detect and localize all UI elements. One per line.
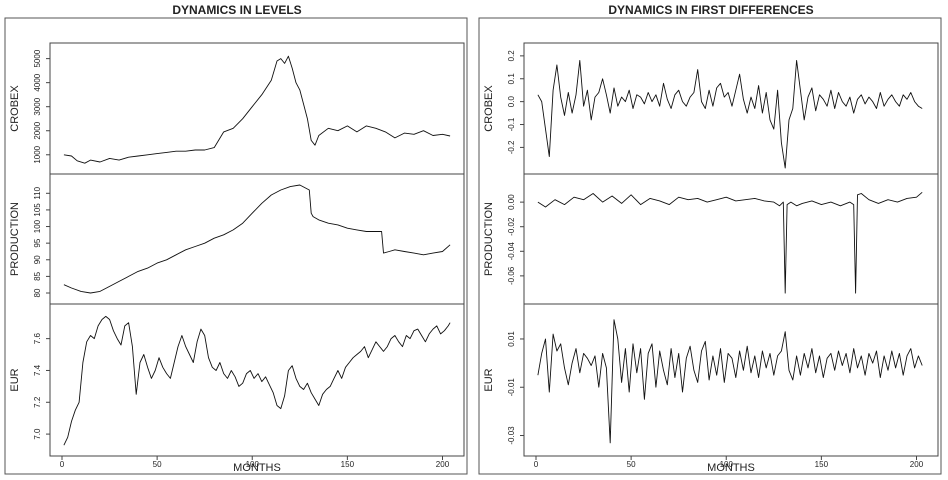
y-tick-label: 95 <box>33 238 42 247</box>
y-tick-label: -0.02 <box>507 217 516 236</box>
panel-crobex: CROBEX 1000 2000 3000 4000 5000 <box>9 42 465 175</box>
series-line-eur <box>537 319 923 444</box>
y-axis-label: EUR <box>483 368 495 391</box>
levels-chart: DYNAMICS IN LEVELSCROBEX1000200030004000… <box>4 3 468 475</box>
panel-frame <box>523 173 939 305</box>
y-tick-label: -0.04 <box>507 242 516 261</box>
x-tick-label: 150 <box>341 460 355 469</box>
panel-frame <box>49 173 465 305</box>
y-tick-label: 0.2 <box>507 50 516 62</box>
x-tick-label: 0 <box>534 460 539 469</box>
x-tick-label: 100 <box>246 460 260 469</box>
series-line-eur <box>63 315 451 446</box>
y-tick-label: 4000 <box>33 73 42 91</box>
y-axis-label: CROBEX <box>9 85 21 132</box>
y-tick-label: 7.6 <box>33 333 42 345</box>
y-axis-label: CROBEX <box>483 85 495 132</box>
y-tick-label: 85 <box>33 271 42 280</box>
y-tick-label: 90 <box>33 255 42 264</box>
differences-chart: DYNAMICS IN FIRST DIFFERENCES CROBEX -0.2 -… <box>478 3 942 475</box>
y-tick-label: 7.2 <box>33 396 42 408</box>
series-line-production <box>537 191 923 294</box>
y-tick-label: 1000 <box>33 145 42 163</box>
chart-title: DYNAMICS IN FIRST DIFFERENCES <box>608 3 813 17</box>
y-tick-label: 0.1 <box>507 73 516 85</box>
y-tick-label: -0.2 <box>507 140 516 154</box>
x-tick-label: 150 <box>815 460 829 469</box>
x-axis-label: MONTHS <box>233 462 281 474</box>
y-tick-label: 7.0 <box>33 428 42 440</box>
figure-frame <box>4 17 468 475</box>
y-tick-label: -0.03 <box>507 426 516 445</box>
series-line-crobex <box>537 59 923 169</box>
y-tick-label: -0.06 <box>507 266 516 285</box>
y-tick-label: 7.4 <box>33 364 42 376</box>
x-tick-label: 200 <box>436 460 450 469</box>
panel-production: PRODUCTION -0.06 -0.04 -0.02 0.00 <box>483 173 939 305</box>
y-tick-label: 0.01 <box>507 331 516 347</box>
x-tick-label: 100 <box>720 460 734 469</box>
y-tick-label: 3000 <box>33 97 42 115</box>
panel-frame <box>523 303 939 457</box>
x-tick-label: 50 <box>627 460 636 469</box>
x-tick-label: 200 <box>910 460 924 469</box>
panel-crobex: CROBEX -0.2 -0.1 0.0 0.1 0.2 <box>483 42 939 175</box>
y-tick-label: -0.01 <box>507 378 516 397</box>
y-tick-label: 105 <box>33 203 42 217</box>
y-tick-label: 80 <box>33 288 42 297</box>
y-tick-label: 110 <box>33 186 42 199</box>
x-axis-label: MONTHS <box>707 462 755 474</box>
panel-frame <box>49 303 465 457</box>
y-tick-label: 5000 <box>33 49 42 67</box>
y-axis-label: PRODUCTION <box>9 202 21 276</box>
differences-figure: DYNAMICS IN FIRST DIFFERENCES CROBEX -0.2 -… <box>474 0 948 475</box>
y-tick-label: -0.1 <box>507 117 516 131</box>
panel-eur: EUR 7.0 7.2 7.4 7.6 <box>9 303 465 457</box>
panel-frame <box>49 42 465 175</box>
levels-figure: DYNAMICS IN LEVELS CROBEX 1000 2000 3000 4000… <box>0 0 474 475</box>
panel-eur: EUR -0.03 -0.01 0.01 <box>483 303 939 457</box>
x-tick-label: 50 <box>153 460 162 469</box>
y-tick-label: 100 <box>33 219 42 233</box>
figure-frame <box>478 17 942 475</box>
y-tick-label: 0.0 <box>507 96 516 108</box>
series-line-production <box>63 184 451 294</box>
series-line-crobex <box>63 55 451 164</box>
panel-production: PRODUCTION 80 85 90 95 100 105 110 <box>9 173 465 305</box>
x-tick-label: 0 <box>60 460 65 469</box>
y-axis-label: PRODUCTION <box>483 202 495 276</box>
y-tick-label: 0.00 <box>507 194 516 210</box>
y-axis-label: EUR <box>9 368 21 391</box>
chart-title: DYNAMICS IN LEVELS <box>172 3 301 17</box>
panel-frame <box>523 42 939 175</box>
y-tick-label: 2000 <box>33 121 42 139</box>
